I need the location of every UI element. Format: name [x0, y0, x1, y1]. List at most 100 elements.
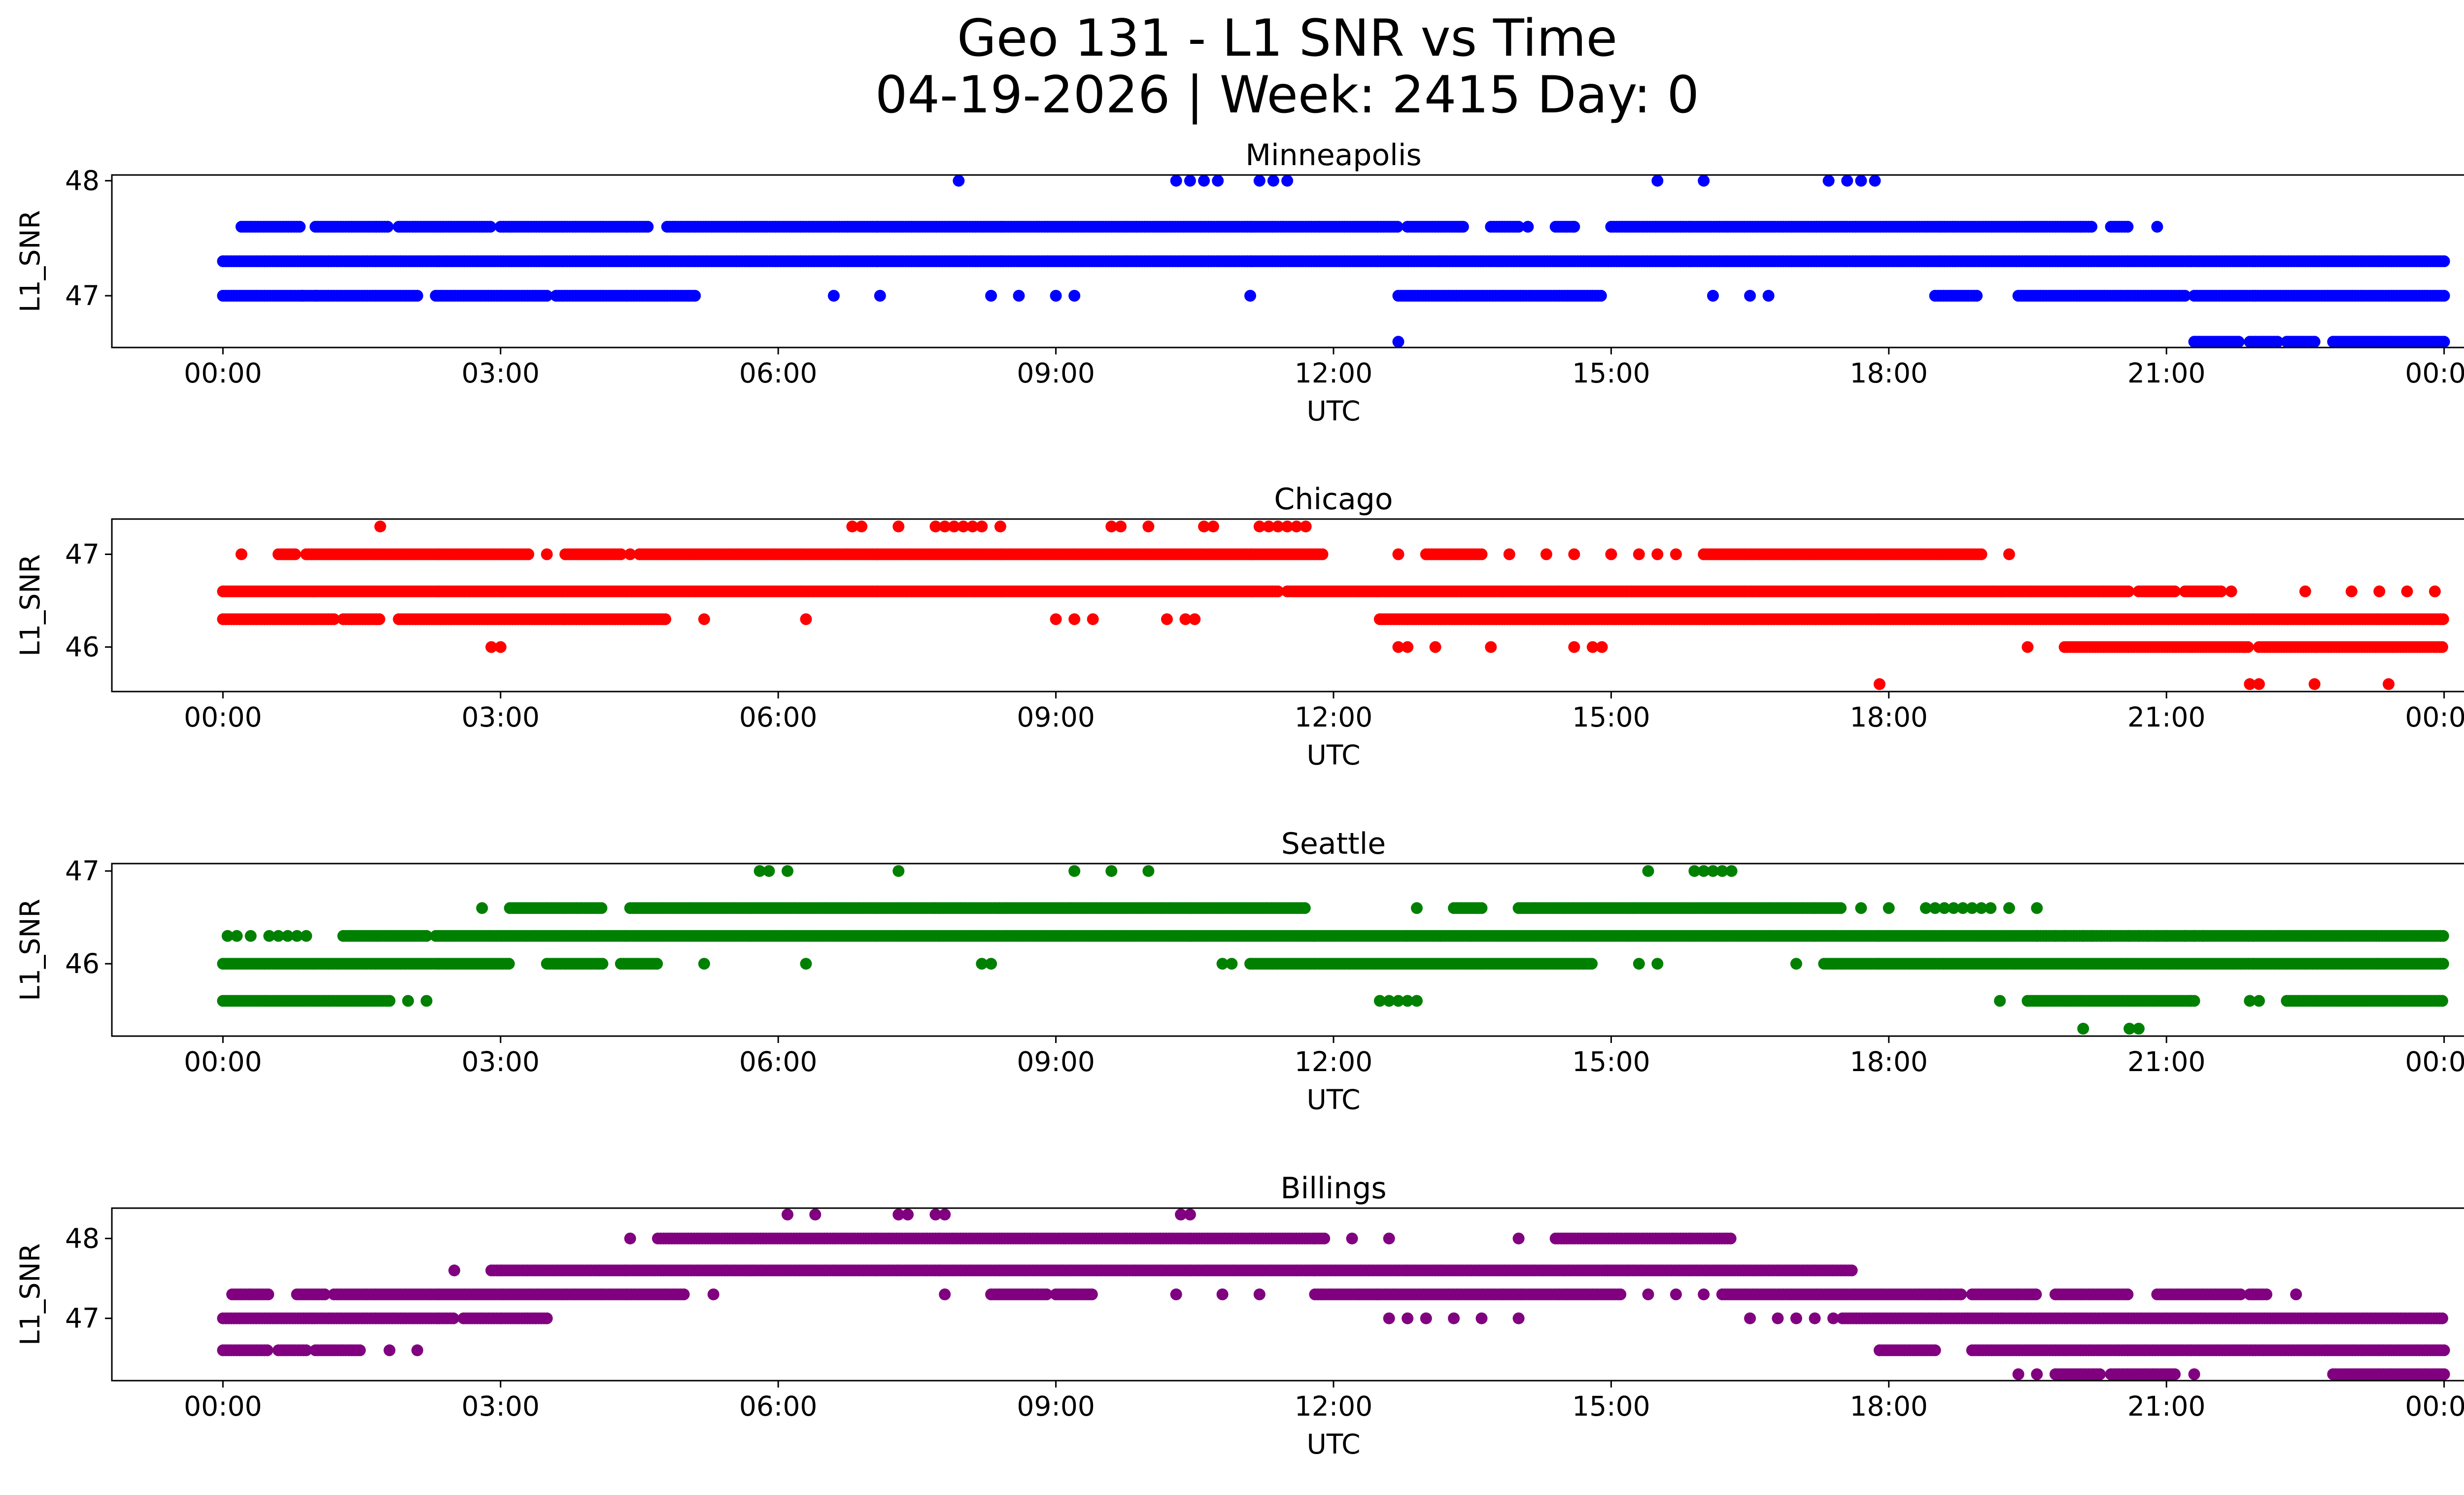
scatter-points	[217, 174, 2450, 348]
data-point	[2308, 336, 2321, 348]
data-point	[541, 290, 553, 302]
data-point	[2383, 678, 2395, 690]
data-point	[2373, 585, 2386, 597]
data-point	[1391, 221, 1403, 233]
data-point	[2299, 585, 2311, 597]
data-point	[1522, 221, 1534, 233]
data-point	[1503, 548, 1515, 560]
data-point	[2253, 678, 2265, 690]
data-point	[2429, 585, 2441, 597]
y-axis-label: L1_SNR	[14, 210, 46, 312]
data-point	[1651, 174, 1664, 187]
data-point	[1402, 641, 1414, 653]
data-point	[373, 613, 385, 626]
data-point	[1300, 521, 1312, 533]
data-point	[1568, 221, 1580, 233]
data-point	[1595, 290, 1607, 302]
data-point	[659, 613, 672, 626]
data-point	[689, 290, 701, 302]
data-point	[976, 521, 988, 533]
x-axis-label: UTC	[1306, 739, 1360, 771]
data-point	[1670, 548, 1682, 560]
data-point	[2225, 585, 2237, 597]
data-point	[2232, 336, 2245, 348]
data-point	[1184, 174, 1196, 187]
data-point	[503, 958, 515, 970]
data-point	[2438, 255, 2450, 267]
data-point	[2438, 290, 2450, 302]
data-point	[2438, 336, 2450, 348]
x-tick-label: 09:00	[1017, 357, 1095, 389]
data-point	[1013, 290, 1025, 302]
y-axis-label: L1_SNR	[14, 554, 46, 656]
data-point	[1975, 548, 1987, 560]
data-point	[642, 221, 654, 233]
data-point	[1207, 521, 1219, 533]
data-point	[2021, 641, 2034, 653]
x-tick-label: 21:00	[2127, 701, 2206, 733]
x-tick-label: 18:00	[1850, 701, 1928, 733]
data-point	[2242, 641, 2254, 653]
data-point	[2179, 290, 2191, 302]
x-tick-label: 21:00	[2127, 357, 2206, 389]
data-point	[1744, 290, 1756, 302]
data-point	[1540, 548, 1552, 560]
data-point	[2436, 641, 2448, 653]
data-point	[1267, 174, 1279, 187]
data-point	[856, 521, 868, 533]
data-point	[1651, 548, 1664, 560]
data-point	[1971, 290, 1983, 302]
data-point	[2122, 585, 2135, 597]
data-point	[494, 641, 507, 653]
data-point	[1586, 958, 1598, 970]
data-point	[2401, 585, 2413, 597]
data-point	[2308, 678, 2321, 690]
subplot-title: Minneapolis	[1245, 138, 1422, 173]
x-tick-label: 00:00	[184, 357, 262, 389]
data-point	[1869, 174, 1881, 187]
data-point	[294, 221, 306, 233]
subplot-title: Chicago	[1274, 482, 1393, 517]
data-point	[994, 521, 1006, 533]
data-point	[2122, 221, 2134, 233]
y-tick-label: 46	[65, 631, 100, 663]
data-point	[1568, 548, 1580, 560]
x-tick-label: 06:00	[739, 357, 818, 389]
data-point	[624, 548, 636, 560]
data-point	[1212, 174, 1224, 187]
data-point	[1189, 613, 1201, 626]
data-point	[1874, 678, 1885, 690]
x-tick-label: 03:00	[462, 701, 540, 733]
data-point	[2437, 930, 2449, 942]
data-point	[2345, 585, 2358, 597]
data-point	[1707, 290, 1719, 302]
data-point	[1198, 174, 1210, 187]
data-point	[1633, 548, 1645, 560]
data-point	[1841, 174, 1853, 187]
data-point	[1392, 548, 1404, 560]
data-point	[411, 290, 423, 302]
data-point	[953, 174, 965, 187]
data-point	[381, 221, 394, 233]
data-point	[541, 548, 553, 560]
data-point	[296, 290, 308, 302]
x-tick-label: 00:00	[184, 701, 262, 733]
x-axis-label: UTC	[1306, 395, 1360, 427]
data-point	[596, 958, 609, 970]
data-point	[1244, 290, 1256, 302]
data-point	[651, 958, 663, 970]
data-point	[1050, 290, 1062, 302]
x-tick-label: 03:00	[462, 357, 540, 389]
data-point	[1429, 641, 1441, 653]
figure-title-line2: 04-19-2026 | Week: 2415 Day: 0	[875, 66, 1699, 125]
data-point	[1392, 336, 1404, 348]
data-point	[698, 613, 710, 626]
data-point	[2169, 585, 2181, 597]
data-point	[1161, 613, 1173, 626]
data-point	[1475, 548, 1488, 560]
